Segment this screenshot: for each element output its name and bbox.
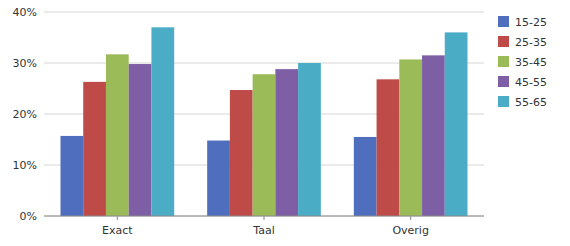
legend-label: 55-65	[515, 96, 547, 109]
legend-swatch	[498, 36, 509, 47]
x-tick	[410, 216, 411, 220]
bar: 15-25	[61, 136, 84, 216]
x-tick-label: Exact	[102, 224, 133, 237]
legend-label: 45-55	[515, 76, 547, 89]
y-tick-label: 0%	[20, 210, 37, 223]
page: {"chart_data": {"type": "bar", "categori…	[0, 0, 570, 246]
legend-label: 35-45	[515, 56, 547, 69]
bar: 25-35	[83, 82, 106, 216]
bar: 55-65	[445, 32, 468, 216]
x-tick-label: Taal	[252, 224, 274, 237]
legend-label: 15-25	[515, 16, 547, 29]
bar: 55-65	[151, 27, 174, 216]
legend-swatch	[498, 56, 509, 67]
y-tick-label: 20%	[13, 108, 37, 121]
y-tick-label: 30%	[13, 57, 37, 70]
x-tick-label: Overig	[392, 224, 429, 237]
y-axis: 0% 10% 20% 30% 40%	[13, 6, 484, 223]
y-tick-label: 40%	[13, 6, 37, 19]
bar: 15-25	[207, 141, 230, 216]
bar: 45-55	[129, 64, 152, 216]
legend-swatch	[498, 16, 509, 27]
bar: 15-25	[354, 137, 377, 216]
bar: 45-55	[275, 69, 298, 216]
chart-container: 0%10%20%30%40%15-2515-2515-2525-3525-352…	[0, 0, 570, 246]
x-axis: Exact Taal Overig	[44, 216, 484, 237]
x-tick	[117, 216, 118, 220]
bar: 45-55	[422, 55, 445, 216]
chart-svg: 0%10%20%30%40%15-2515-2515-2525-3525-352…	[0, 0, 570, 246]
bar: 55-65	[298, 63, 321, 216]
bar: 35-45	[399, 59, 422, 216]
grid-line	[44, 12, 484, 13]
bar: 25-35	[230, 90, 253, 216]
x-tick	[264, 216, 265, 220]
bar: 25-35	[377, 79, 400, 216]
legend: 15-25 25-35 35-45 45-55 55-65	[498, 16, 547, 109]
legend-label: 25-35	[515, 36, 547, 49]
bars: 15-2515-2515-2525-3525-3525-3535-4535-45…	[61, 27, 468, 216]
y-tick-label: 10%	[13, 159, 37, 172]
bar: 35-45	[253, 74, 276, 216]
legend-swatch	[498, 76, 509, 87]
bar: 35-45	[106, 54, 129, 216]
legend-swatch	[498, 96, 509, 107]
